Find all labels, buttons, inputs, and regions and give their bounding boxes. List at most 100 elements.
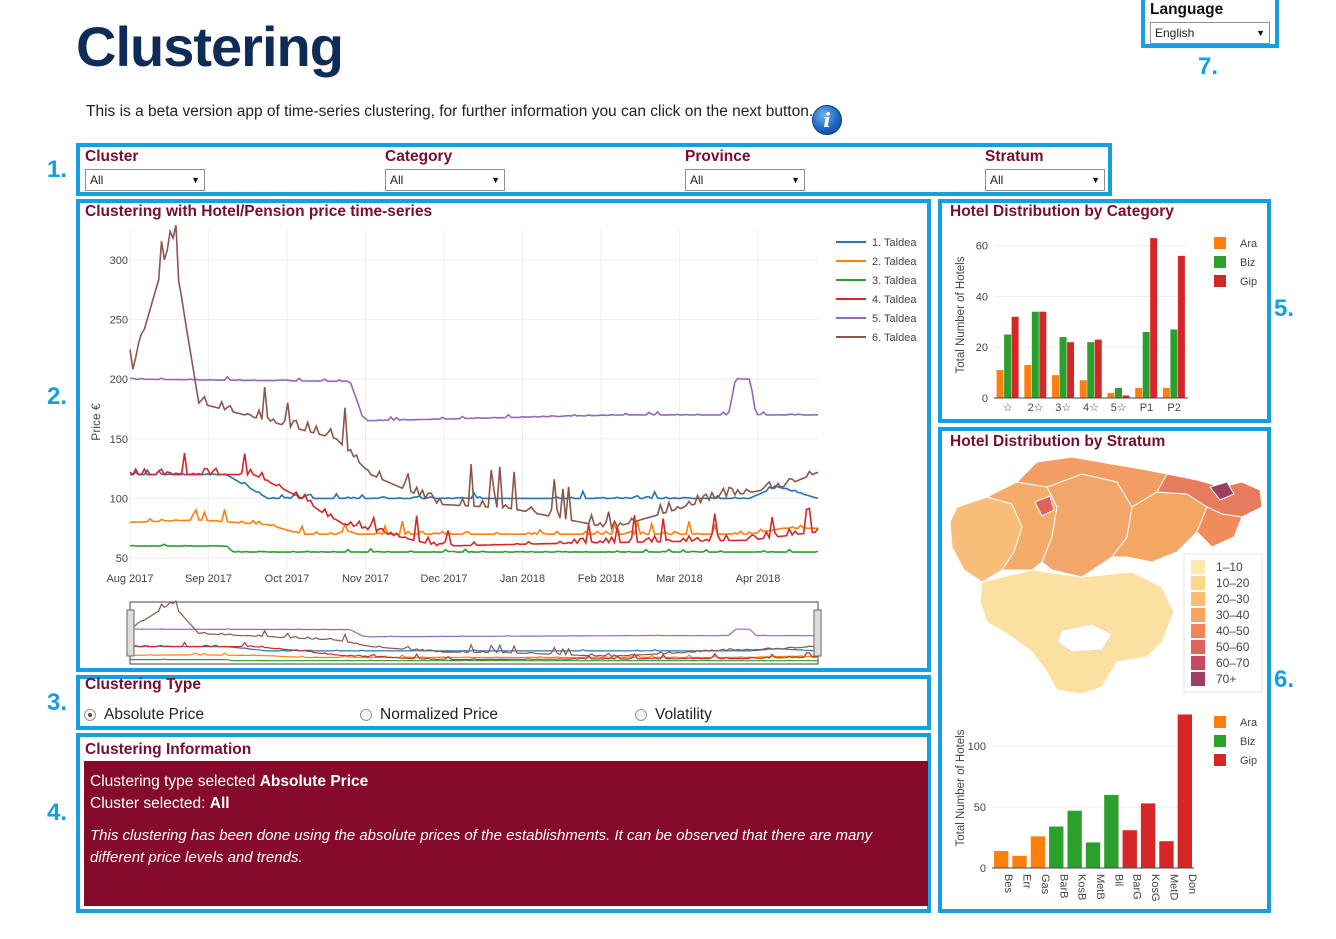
category-bar[interactable] (1052, 375, 1060, 398)
category-bar[interactable] (1039, 311, 1047, 398)
info-button[interactable]: i (812, 105, 842, 135)
clustering-info-title: Clustering Information (85, 741, 252, 758)
stratum-bar[interactable] (1122, 830, 1137, 868)
category-chart-title: Hotel Distribution by Category (950, 203, 1174, 220)
category-filter-select[interactable]: All ▼ (385, 169, 505, 191)
category-bar[interactable] (1122, 395, 1130, 398)
x-tick-label: 4☆ (1083, 402, 1099, 414)
stratum-bar[interactable] (994, 850, 1009, 868)
series-line-3[interactable] (129, 543, 819, 553)
marker-2: 2. (47, 383, 68, 410)
series-line-4[interactable] (129, 452, 819, 547)
stratum-bar[interactable] (1159, 841, 1174, 868)
category-bar[interactable] (996, 370, 1004, 398)
chevron-down-icon: ▼ (191, 175, 200, 185)
x-tick-label: Aug 2017 (106, 573, 153, 585)
legend-swatch (1214, 275, 1226, 287)
legend-label: Gip (1240, 755, 1257, 767)
series-line-1[interactable] (130, 468, 819, 500)
category-bar[interactable] (1094, 339, 1102, 398)
category-filter-label: Category (385, 148, 453, 165)
x-tick-label: KosG (1149, 874, 1161, 902)
marker-3: 3. (47, 689, 68, 716)
language-select[interactable]: English ▼ (1150, 22, 1270, 44)
map-region-center[interactable] (1041, 473, 1133, 578)
map-legend-label: 10–20 (1216, 576, 1250, 590)
series-line-6[interactable] (129, 225, 819, 532)
legend-label: 6. Taldea (872, 332, 917, 344)
category-bar[interactable] (1031, 311, 1039, 398)
category-bar[interactable] (1004, 334, 1012, 398)
map-region-lake[interactable] (1056, 623, 1113, 653)
highlight-stratum (938, 427, 1271, 913)
province-filter-select[interactable]: All ▼ (685, 169, 805, 191)
y-tick-label: 100 (110, 493, 128, 505)
category-bar[interactable] (1087, 342, 1095, 398)
category-bar[interactable] (1011, 316, 1019, 398)
info-cluster-prefix: Cluster selected: (90, 795, 210, 812)
stratum-bar[interactable] (1177, 714, 1192, 868)
map-regions[interactable] (949, 456, 1263, 695)
chevron-down-icon: ▼ (491, 175, 500, 185)
map-region-gipuzkoa-inner[interactable] (1196, 506, 1243, 548)
range-series-line (130, 652, 818, 659)
stratum-bar[interactable] (1049, 826, 1064, 868)
radio-absolute-price[interactable]: Absolute Price (84, 706, 204, 724)
category-bar[interactable] (1177, 255, 1185, 398)
marker-4: 4. (47, 799, 68, 826)
stratum-bar[interactable] (1140, 803, 1156, 868)
x-tick-label: Bes (1002, 874, 1014, 893)
timeseries-chart[interactable]: Price € Aug 2017 Sep 2017 Oct 2017 Nov 2017… (80, 222, 927, 668)
map-legend-label: 20–30 (1216, 592, 1250, 606)
map-legend-label: 30–40 (1216, 608, 1250, 622)
category-chart[interactable]: Total Number of Hotels 0 20 40 60 ☆ 2☆ 3☆ 4☆ 5☆ P1… (942, 223, 1267, 419)
category-bar[interactable] (1170, 329, 1178, 398)
radio-normalized-price[interactable]: Normalized Price (360, 706, 498, 724)
legend-label: 2. Taldea (872, 256, 917, 268)
category-bar[interactable] (1079, 380, 1087, 398)
stratum-filter-select[interactable]: All ▼ (985, 169, 1105, 191)
stratum-bar[interactable] (1085, 842, 1101, 868)
stratum-map[interactable]: 1–10 10–20 20–30 30–40 40–50 50–60 60–70 70+ (942, 452, 1267, 702)
stratum-bar[interactable] (1067, 810, 1082, 868)
radio-absolute-price-label: Absolute Price (104, 706, 204, 723)
cluster-filter-select[interactable]: All ▼ (85, 169, 205, 191)
category-bar[interactable] (1135, 387, 1143, 398)
info-type-prefix: Clustering type selected (90, 773, 260, 790)
radio-volatility-label: Volatility (655, 706, 712, 723)
x-tick-label: P1 (1140, 402, 1153, 414)
stratum-y-axis-label: Total Number of Hotels (955, 729, 967, 846)
category-bar[interactable] (1024, 365, 1032, 398)
range-slider-left-handle[interactable] (126, 609, 135, 657)
radio-volatility[interactable]: Volatility (635, 706, 712, 724)
map-legend-swatch (1191, 608, 1205, 622)
stratum-bar[interactable] (1104, 794, 1119, 868)
series-line-5[interactable] (130, 375, 819, 422)
y-tick-label: 100 (968, 741, 986, 753)
category-bar[interactable] (1142, 332, 1150, 398)
legend-label: 5. Taldea (872, 313, 917, 325)
x-tick-label: Don (1186, 874, 1198, 894)
chevron-down-icon: ▼ (1091, 175, 1100, 185)
map-region-bilbao[interactable] (1034, 495, 1055, 517)
x-tick-label: Gas (1039, 874, 1051, 895)
category-bar[interactable] (1107, 392, 1115, 398)
range-slider-right-handle[interactable] (813, 609, 822, 657)
category-bar[interactable] (1162, 387, 1170, 398)
map-legend-label: 70+ (1216, 672, 1236, 686)
category-bar[interactable] (1114, 387, 1122, 398)
map-legend-swatch (1191, 624, 1205, 638)
category-bar[interactable] (1067, 342, 1075, 398)
legend-label: 3. Taldea (872, 275, 917, 287)
series-line-2[interactable] (129, 508, 818, 536)
category-bar[interactable] (1150, 238, 1158, 398)
category-bar[interactable] (1059, 337, 1067, 398)
map-region-donostia[interactable] (1209, 481, 1235, 501)
stratum-bar[interactable] (1030, 836, 1046, 868)
x-tick-label: Sep 2017 (185, 573, 232, 585)
stratum-bar[interactable] (1012, 855, 1027, 868)
y-tick-label: 150 (110, 434, 128, 446)
stratum-bar-chart[interactable]: Total Number of Hotels 0 50 100 Bes Err Gas Bar… (942, 706, 1267, 909)
info-type-value: Absolute Price (259, 773, 369, 790)
language-label: Language (1150, 1, 1224, 18)
